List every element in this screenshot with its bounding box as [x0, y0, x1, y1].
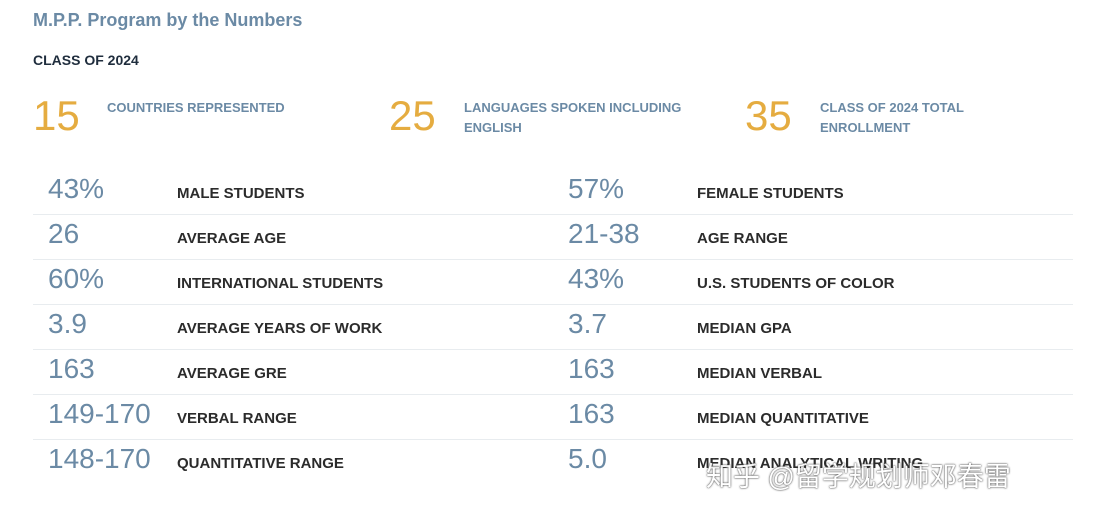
class-label: CLASS OF 2024 — [33, 52, 139, 68]
stat-value: 26 — [48, 218, 80, 249]
stat-row-us-students-of-color: 43% U.S. STUDENTS OF COLOR — [553, 260, 1073, 305]
stats-column-right: 57% FEMALE STUDENTS 21-38 AGE RANGE 43% … — [553, 170, 1073, 484]
stat-value: 57% — [568, 173, 625, 204]
highlight-label: COUNTRIES REPRESENTED — [107, 100, 285, 115]
stat-value: 163 — [568, 353, 615, 384]
stat-row-female-students: 57% FEMALE STUDENTS — [553, 170, 1073, 215]
stat-label: INTERNATIONAL STUDENTS — [177, 275, 384, 292]
stat-value: 3.9 — [48, 308, 87, 339]
stats-column-left: 43% MALE STUDENTS 26 AVERAGE AGE 60% INT… — [33, 170, 553, 484]
stat-row-international-students: 60% INTERNATIONAL STUDENTS — [33, 260, 553, 305]
stat-row-verbal-range: 149-170 VERBAL RANGE — [33, 395, 553, 440]
stat-label: AVERAGE AGE — [177, 230, 287, 247]
stat-value: 43% — [48, 173, 105, 204]
stat-row-median-gpa: 3.7 MEDIAN GPA — [553, 305, 1073, 350]
stat-value: 21-38 — [568, 218, 640, 249]
stat-row-median-analytical-writing: 5.0 MEDIAN ANALYTICAL WRITING — [553, 440, 1073, 484]
stat-row-median-verbal: 163 MEDIAN VERBAL — [553, 350, 1073, 395]
stat-value: 60% — [48, 263, 105, 294]
stat-value: 5.0 — [568, 443, 607, 474]
stat-label: MEDIAN VERBAL — [697, 365, 823, 382]
stat-label: AVERAGE YEARS OF WORK — [177, 320, 383, 337]
stat-value: 149-170 — [48, 398, 151, 429]
highlight-number: 25 — [389, 92, 436, 139]
stat-label: U.S. STUDENTS OF COLOR — [697, 275, 895, 292]
stat-row-quantitative-range: 148-170 QUANTITATIVE RANGE — [33, 440, 553, 484]
stat-row-median-quantitative: 163 MEDIAN QUANTITATIVE — [553, 395, 1073, 440]
stat-row-average-years-of-work: 3.9 AVERAGE YEARS OF WORK — [33, 305, 553, 350]
stat-value: 3.7 — [568, 308, 607, 339]
stat-label: AGE RANGE — [697, 230, 788, 247]
stat-label: FEMALE STUDENTS — [697, 185, 844, 202]
watermark: 知乎 @留学规划师邓春雷 — [706, 462, 1011, 492]
stat-row-male-students: 43% MALE STUDENTS — [33, 170, 553, 215]
stat-label: QUANTITATIVE RANGE — [177, 455, 344, 472]
stat-value: 43% — [568, 263, 625, 294]
page-title: M.P.P. Program by the Numbers — [33, 10, 303, 30]
highlight-label: LANGUAGES SPOKEN INCLUDING ENGLISH — [464, 100, 682, 135]
highlight-number: 35 — [745, 92, 792, 139]
highlight-enrollment: 35 CLASS OF 2024 TOTAL ENROLLMENT — [745, 92, 1075, 142]
highlight-label: CLASS OF 2024 TOTAL ENROLLMENT — [820, 100, 964, 135]
stat-row-average-age: 26 AVERAGE AGE — [33, 215, 553, 260]
stat-label: MALE STUDENTS — [177, 185, 305, 202]
stat-row-age-range: 21-38 AGE RANGE — [553, 215, 1073, 260]
stat-label: VERBAL RANGE — [177, 410, 297, 427]
stat-row-average-gre: 163 AVERAGE GRE — [33, 350, 553, 395]
stat-value: 163 — [48, 353, 95, 384]
highlight-countries: 15 COUNTRIES REPRESENTED — [33, 92, 363, 142]
highlight-languages: 25 LANGUAGES SPOKEN INCLUDING ENGLISH — [389, 92, 719, 142]
stat-label: MEDIAN ANALYTICAL WRITING — [697, 455, 924, 472]
stat-label: MEDIAN GPA — [697, 320, 792, 337]
stat-label: MEDIAN QUANTITATIVE — [697, 410, 869, 427]
stat-label: AVERAGE GRE — [177, 365, 287, 382]
highlight-number: 15 — [33, 92, 80, 139]
stat-value: 163 — [568, 398, 615, 429]
stat-value: 148-170 — [48, 443, 151, 474]
